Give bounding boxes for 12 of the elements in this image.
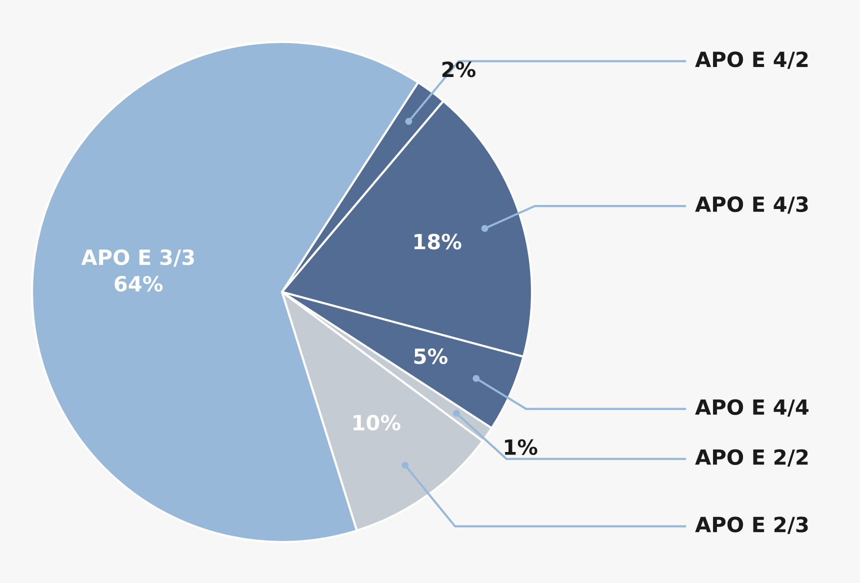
data-label: 10% <box>354 414 400 431</box>
slice-label: APO E 3/3 <box>81 249 194 267</box>
slice-label: APO E 2/3 <box>695 516 808 534</box>
data-label: 18% <box>414 234 462 250</box>
data-label: 1% <box>504 439 538 455</box>
slice-label: APO E 4/2 <box>695 51 808 69</box>
slice-label: APO E 4/4 <box>695 399 808 417</box>
data-label: 5% <box>414 348 448 364</box>
data-label: 64% <box>114 276 163 292</box>
slice-label: APO E 4/3 <box>695 196 808 214</box>
data-label: 2% <box>442 62 476 78</box>
slice-label: APO E 2/2 <box>695 449 808 467</box>
